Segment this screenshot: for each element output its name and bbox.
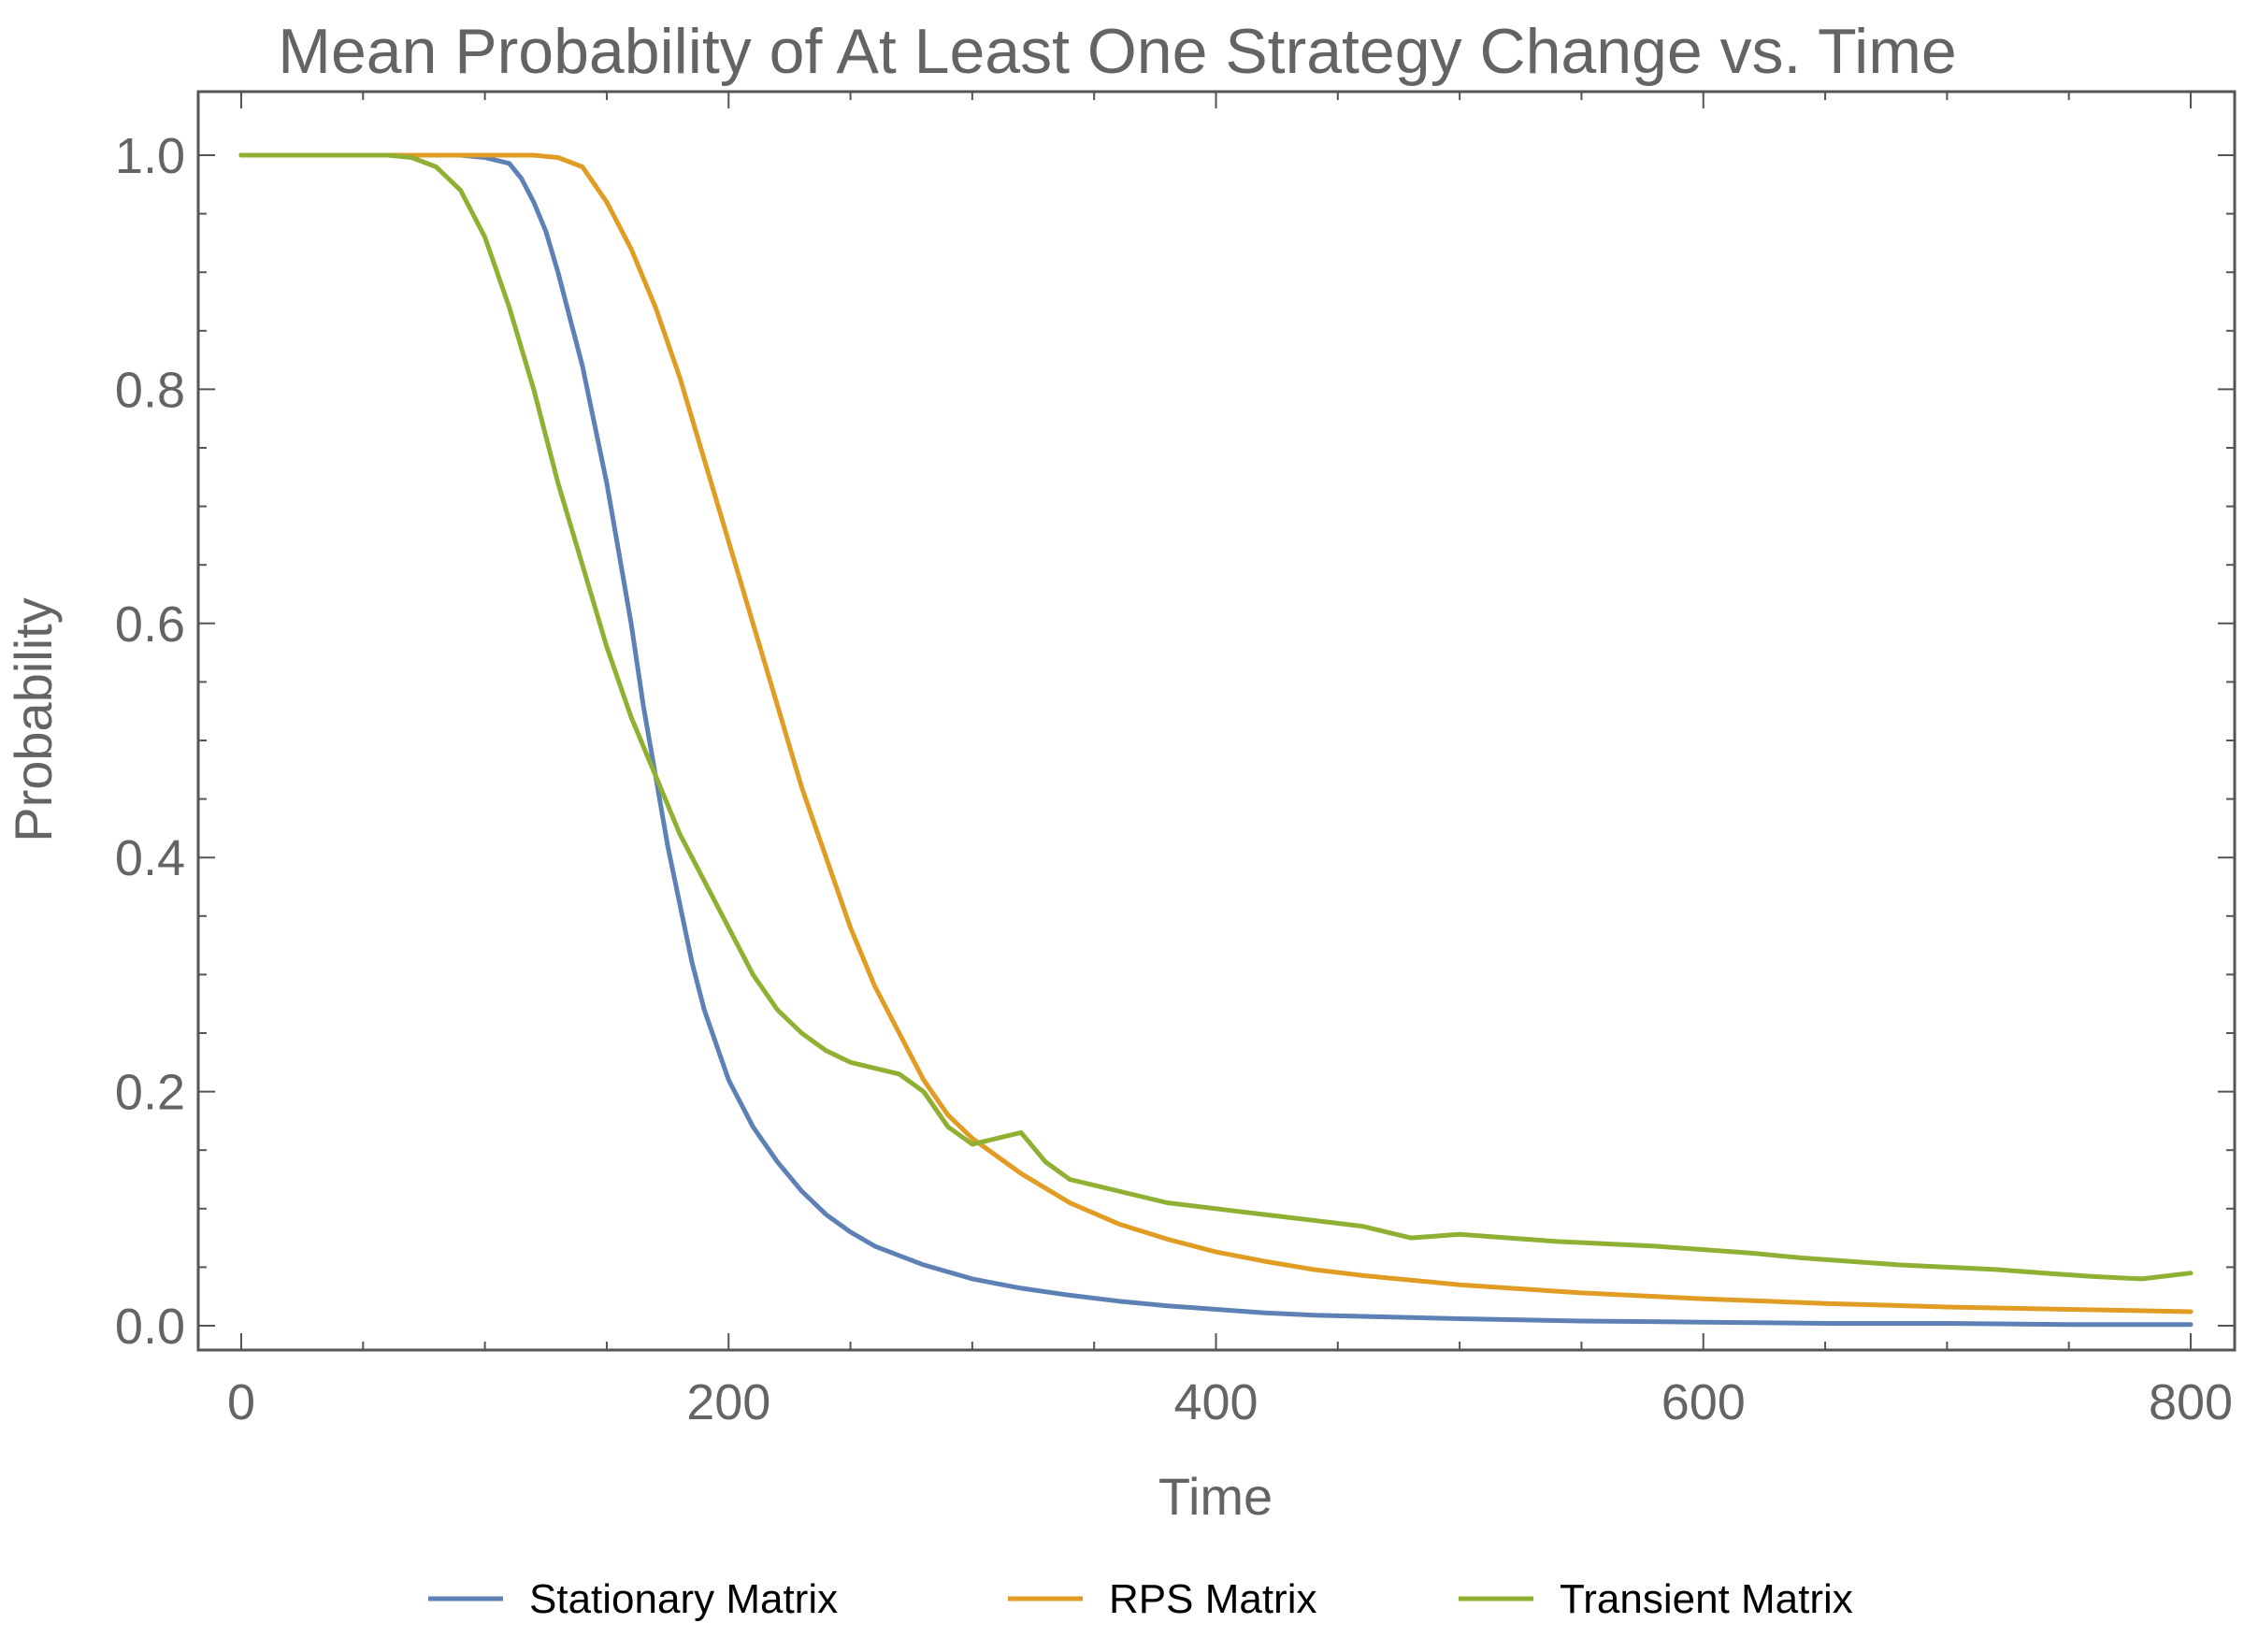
- y-tick-label: 1.0: [115, 128, 185, 184]
- y-axis-label: Probability: [4, 597, 63, 841]
- x-tick-label: 600: [1661, 1374, 1746, 1430]
- legend-label: Transient Matrix: [1560, 1576, 1853, 1622]
- x-axis-label: Time: [1158, 1467, 1273, 1526]
- y-tick-label: 0.2: [115, 1065, 185, 1121]
- x-tick-label: 400: [1173, 1374, 1258, 1430]
- legend-label: RPS Matrix: [1109, 1576, 1316, 1622]
- y-tick-label: 0.0: [115, 1299, 185, 1355]
- series-line: [238, 152, 2194, 1282]
- chart-title: Mean Probability of At Least One Strateg…: [278, 16, 1956, 87]
- series-line: [238, 152, 2194, 1314]
- x-tick-label: 200: [686, 1374, 770, 1430]
- series-line: [238, 152, 2194, 1328]
- x-tick-label: 0: [227, 1374, 255, 1430]
- y-tick-label: 0.8: [115, 362, 185, 418]
- legend: Stationary Matrix RPS Matrix Transient Mat…: [428, 1576, 1853, 1622]
- y-tick-label: 0.4: [115, 830, 185, 886]
- axis-ticks: 0 200 400 600 800 0.0 0.2 0.4 0.6 0.8 1.0: [115, 92, 2235, 1430]
- y-tick-label: 0.6: [115, 596, 185, 653]
- x-tick-label: 800: [2149, 1374, 2233, 1430]
- series-lines: [238, 152, 2194, 1328]
- legend-label: Stationary Matrix: [529, 1576, 838, 1622]
- plot-frame: [196, 90, 2237, 1352]
